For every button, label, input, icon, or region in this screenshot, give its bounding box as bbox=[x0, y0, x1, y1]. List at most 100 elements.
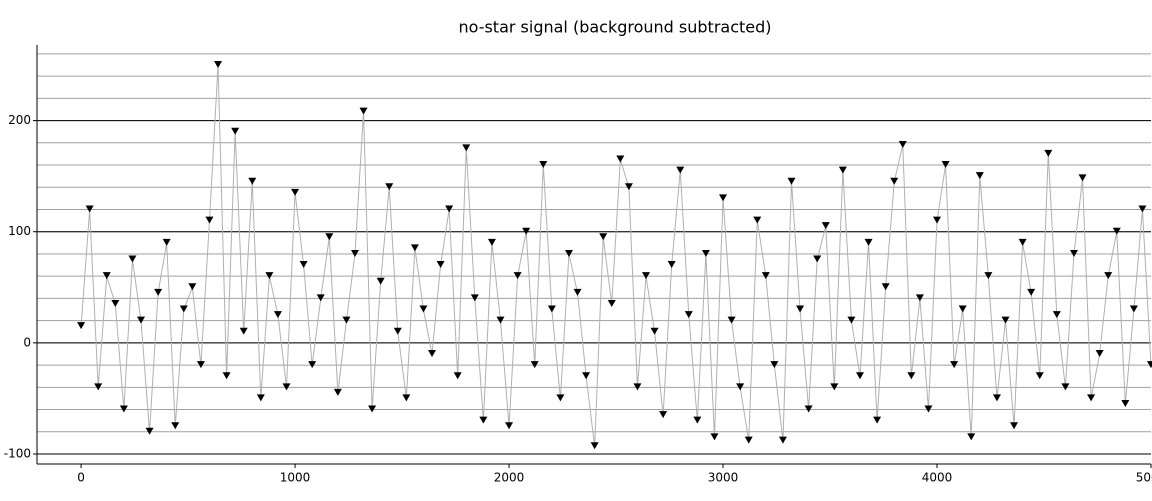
data-point bbox=[368, 405, 377, 413]
data-point bbox=[162, 238, 171, 246]
data-point bbox=[941, 161, 950, 169]
data-point bbox=[333, 388, 342, 396]
data-point bbox=[1069, 249, 1078, 257]
data-point bbox=[693, 416, 702, 424]
data-point bbox=[556, 394, 565, 402]
data-point bbox=[547, 305, 556, 313]
data-point bbox=[770, 361, 779, 369]
data-point bbox=[761, 272, 770, 280]
data-point bbox=[419, 305, 428, 313]
data-point bbox=[650, 327, 659, 335]
data-point bbox=[855, 372, 864, 380]
data-point bbox=[933, 216, 942, 224]
data-point bbox=[470, 294, 479, 302]
data-point bbox=[624, 183, 633, 191]
data-point bbox=[119, 405, 128, 413]
x-tick-label: 4000 bbox=[922, 471, 953, 485]
data-point bbox=[847, 316, 856, 324]
series-line bbox=[80, 64, 1152, 447]
data-point bbox=[505, 422, 514, 430]
data-point bbox=[864, 238, 873, 246]
data-point bbox=[496, 316, 505, 324]
data-point bbox=[325, 233, 334, 241]
y-tick-label: -100 bbox=[4, 446, 31, 460]
data-point bbox=[641, 272, 650, 280]
x-tick-label: 2000 bbox=[494, 471, 525, 485]
data-point bbox=[898, 141, 907, 149]
data-point bbox=[385, 183, 394, 191]
data-point bbox=[684, 311, 693, 319]
data-point bbox=[94, 383, 103, 391]
data-point bbox=[316, 294, 325, 302]
data-point bbox=[1061, 383, 1070, 391]
data-point bbox=[350, 249, 359, 257]
data-point bbox=[273, 311, 282, 319]
data-point bbox=[753, 216, 762, 224]
data-point bbox=[1052, 311, 1061, 319]
data-point bbox=[282, 383, 291, 391]
data-point bbox=[701, 249, 710, 257]
data-point bbox=[513, 272, 522, 280]
data-point bbox=[342, 316, 351, 324]
data-point bbox=[992, 394, 1001, 402]
data-point bbox=[453, 372, 462, 380]
data-point bbox=[564, 249, 573, 257]
data-point bbox=[308, 361, 317, 369]
grid bbox=[37, 53, 1151, 455]
data-point bbox=[1138, 205, 1147, 213]
data-point bbox=[222, 372, 231, 380]
data-point bbox=[1078, 174, 1087, 182]
data-point bbox=[102, 272, 111, 280]
x-tick-label: 0 bbox=[77, 471, 85, 485]
data-point bbox=[205, 216, 214, 224]
data-point bbox=[136, 316, 145, 324]
axes: -1000100200010002000300040005000 bbox=[4, 45, 1152, 485]
data-point bbox=[1121, 399, 1130, 407]
data-point bbox=[1095, 349, 1104, 357]
data-point bbox=[607, 299, 616, 307]
data-point bbox=[111, 299, 120, 307]
data-point bbox=[778, 436, 787, 444]
chart-title: no-star signal (background subtracted) bbox=[458, 18, 771, 37]
data-point bbox=[393, 327, 402, 335]
data-point bbox=[188, 283, 197, 291]
data-point bbox=[239, 327, 248, 335]
data-point bbox=[676, 166, 685, 174]
data-point bbox=[633, 383, 642, 391]
x-tick-label: 5000 bbox=[1136, 471, 1152, 485]
y-tick-label: 200 bbox=[8, 113, 31, 127]
data-point bbox=[179, 305, 188, 313]
y-tick-label: 0 bbox=[23, 335, 31, 349]
data-point bbox=[1044, 149, 1053, 157]
data-point bbox=[402, 394, 411, 402]
data-point bbox=[967, 433, 976, 441]
data-point bbox=[667, 261, 676, 269]
data-point bbox=[1035, 372, 1044, 380]
data-point bbox=[1112, 227, 1121, 235]
data-point bbox=[719, 194, 728, 202]
data-point bbox=[85, 205, 94, 213]
data-point bbox=[1001, 316, 1010, 324]
data-point bbox=[1129, 305, 1138, 313]
data-point bbox=[573, 288, 582, 296]
data-point bbox=[1027, 288, 1036, 296]
data-point bbox=[1104, 272, 1113, 280]
data-point bbox=[359, 107, 368, 115]
data-point bbox=[984, 272, 993, 280]
data-point bbox=[530, 361, 539, 369]
data-point bbox=[821, 222, 830, 230]
data-point bbox=[376, 277, 385, 285]
data-point bbox=[265, 272, 274, 280]
data-point bbox=[787, 177, 796, 185]
data-point bbox=[907, 372, 916, 380]
data-point bbox=[1018, 238, 1027, 246]
data-point bbox=[522, 227, 531, 235]
data-point bbox=[736, 383, 745, 391]
data-point bbox=[890, 177, 899, 185]
data-point bbox=[590, 442, 599, 450]
data-point bbox=[171, 422, 180, 430]
data-point bbox=[915, 294, 924, 302]
data-point bbox=[1147, 361, 1152, 369]
x-tick-label: 1000 bbox=[280, 471, 311, 485]
data-point bbox=[487, 238, 496, 246]
